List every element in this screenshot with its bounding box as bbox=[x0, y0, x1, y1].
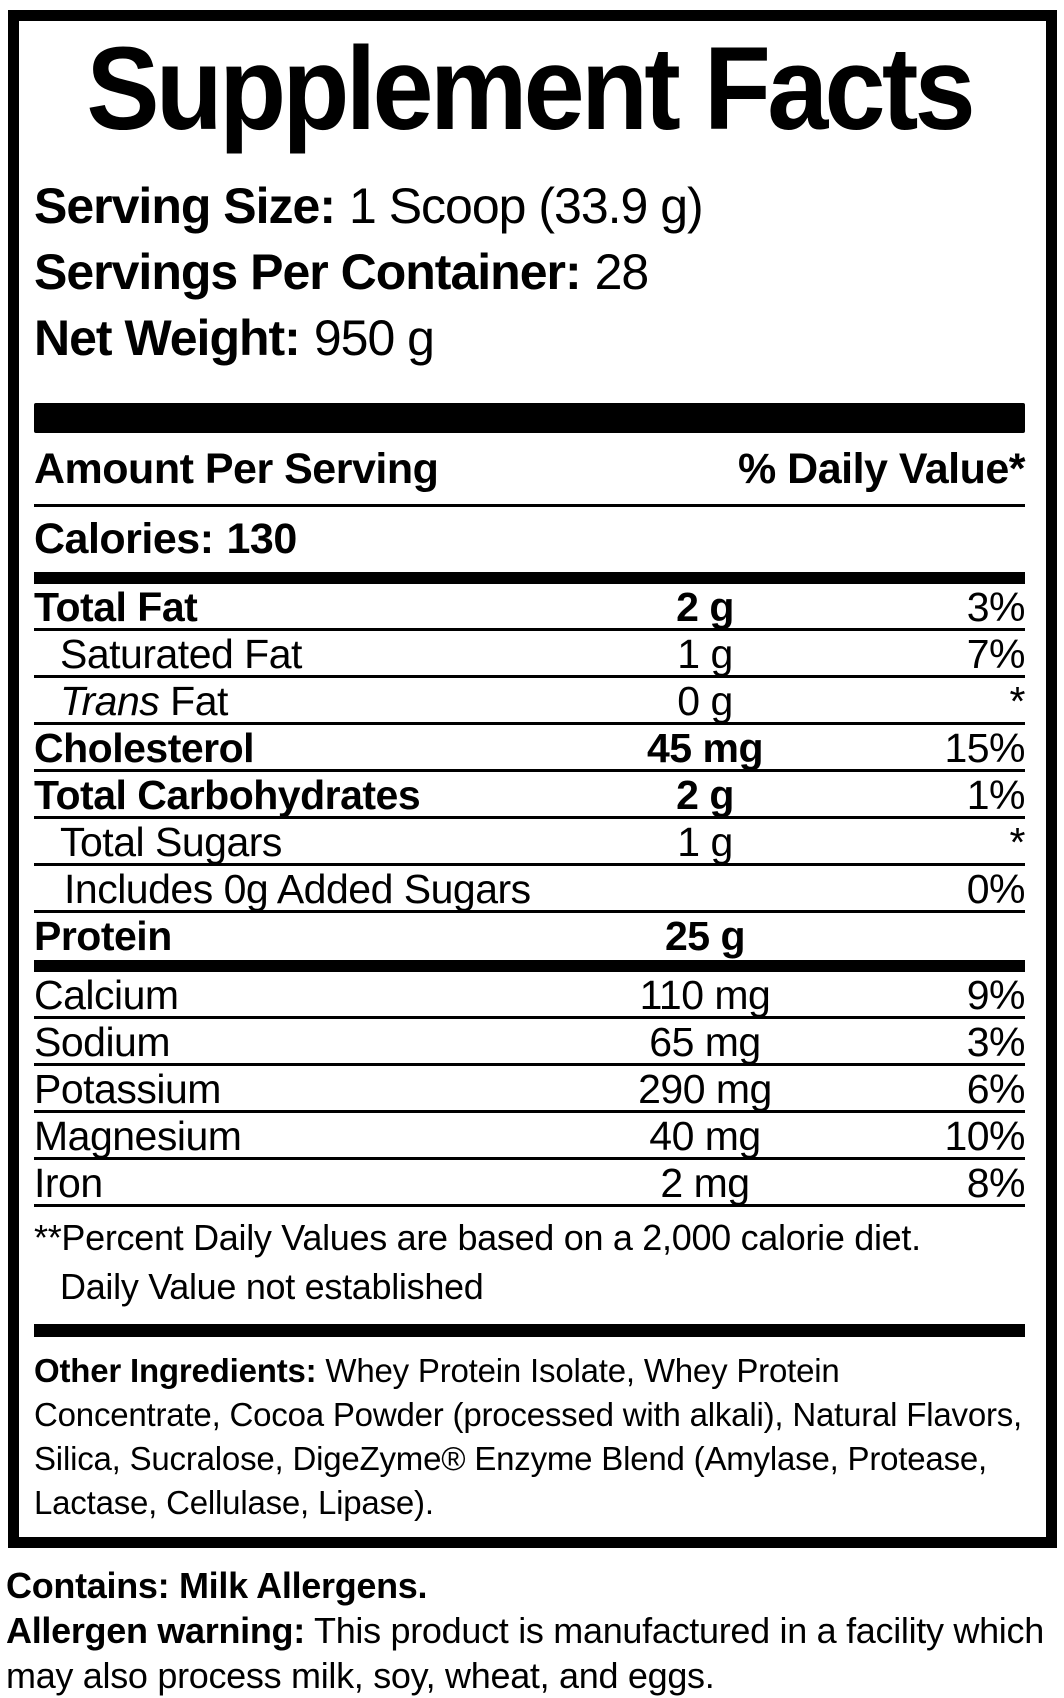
contains-statement: Contains: Milk Allergens. bbox=[6, 1565, 428, 1607]
table-row: Calcium 110 mg 9% bbox=[34, 972, 1026, 1020]
serving-line-value: 28 bbox=[594, 244, 650, 301]
header-divider-bar bbox=[34, 403, 1025, 434]
table-row: Trans Fat 0 g * bbox=[34, 678, 1026, 726]
serving-info: Serving Size: 1 Scoop (33.9 g) Servings Pe… bbox=[34, 173, 1025, 371]
calories-value: 130 bbox=[226, 515, 298, 564]
nutrient-daily-value: 1% bbox=[966, 772, 1026, 819]
calories-divider-bar bbox=[34, 572, 1025, 585]
other-ingredients: Other Ingredients: Whey Protein Isolate,… bbox=[34, 1349, 1025, 1525]
serving-line-value: 1 Scoop (33.9 g) bbox=[349, 178, 704, 235]
nutrient-name: Magnesium bbox=[34, 1113, 242, 1160]
amount-per-serving-header: Amount Per Serving bbox=[34, 445, 439, 494]
nutrient-name: Cholesterol bbox=[34, 725, 255, 772]
serving-line: Net Weight: 950 g bbox=[34, 305, 1025, 371]
nutrient-amount: 25 g bbox=[664, 913, 746, 960]
nutrient-amount: 1 g bbox=[677, 631, 733, 678]
panel-title-text: Supplement Facts bbox=[86, 23, 976, 155]
table-row: Magnesium 40 mg 10% bbox=[34, 1113, 1026, 1161]
nutrient-rows: Total Fat 2 g 3% Saturated Fat 1 g 7% Trans Fa… bbox=[34, 584, 1026, 1208]
footnotes: **Percent Daily Values are based on a 2,… bbox=[34, 1216, 1025, 1309]
serving-line-value: 950 g bbox=[313, 310, 435, 367]
nutrient-amount: 0 g bbox=[677, 678, 733, 725]
ingredients-divider-bar bbox=[34, 1324, 1025, 1338]
protein-divider-bar bbox=[34, 960, 1025, 973]
calories-row: Calories: 130 bbox=[34, 507, 1025, 572]
allergen-warning: Allergen warning: This product is manufa… bbox=[6, 1608, 1058, 1698]
nutrient-amount: 45 mg bbox=[647, 725, 764, 772]
nutrient-daily-value: 8% bbox=[966, 1160, 1026, 1207]
other-ingredients-label: Other Ingredients: bbox=[34, 1352, 317, 1390]
nutrient-name: Sodium bbox=[34, 1019, 171, 1066]
table-row: Potassium 290 mg 6% bbox=[34, 1066, 1026, 1114]
nutrient-name: Iron bbox=[34, 1160, 103, 1207]
nutrient-daily-value: 9% bbox=[966, 972, 1026, 1019]
nutrient-daily-value: 6% bbox=[966, 1066, 1026, 1113]
other-ingredients-text: Whey Protein Isolate, Whey Protein Conce… bbox=[34, 1352, 1023, 1522]
nutrient-name: Total Sugars bbox=[60, 819, 282, 866]
table-row: Saturated Fat 1 g 7% bbox=[34, 631, 1026, 679]
table-row: Iron 2 mg 8% bbox=[34, 1160, 1026, 1208]
table-header-row: Amount Per Serving % Daily Value* bbox=[34, 433, 1026, 508]
table-row: Total Sugars 1 g * bbox=[34, 819, 1026, 867]
serving-line-label: Serving Size: bbox=[34, 178, 336, 235]
nutrient-daily-value: 0% bbox=[966, 866, 1026, 913]
nutrient-amount: 110 mg bbox=[639, 972, 771, 1019]
nutrient-amount: 2 g bbox=[676, 584, 734, 631]
serving-line-label: Servings Per Container: bbox=[34, 244, 582, 301]
nutrient-daily-value: * bbox=[1009, 819, 1026, 866]
nutrient-daily-value: 3% bbox=[966, 584, 1026, 631]
panel-title: Supplement Facts bbox=[34, 23, 1025, 155]
nutrient-name: Calcium bbox=[34, 972, 179, 1019]
nutrient-name: Trans Fat bbox=[60, 678, 228, 725]
nutrient-name: Saturated Fat bbox=[60, 631, 302, 678]
allergen-warning-label: Allergen warning: bbox=[6, 1610, 305, 1652]
nutrient-daily-value: 7% bbox=[966, 631, 1026, 678]
nutrient-name: Total Carbohydrates bbox=[34, 772, 421, 819]
daily-value-header: % Daily Value* bbox=[738, 445, 1026, 494]
nutrient-amount: 2 mg bbox=[660, 1160, 750, 1207]
nutrient-name: Total Fat bbox=[34, 584, 198, 631]
calories-label: Calories: bbox=[34, 515, 214, 564]
serving-line: Servings Per Container: 28 bbox=[34, 239, 1025, 305]
table-row: Sodium 65 mg 3% bbox=[34, 1019, 1026, 1067]
nutrient-name: Potassium bbox=[34, 1066, 221, 1113]
nutrient-daily-value: 10% bbox=[944, 1113, 1025, 1160]
nutrient-name: Protein bbox=[34, 913, 172, 960]
nutrient-name: Includes 0g Added Sugars bbox=[64, 866, 531, 913]
nutrient-amount: 40 mg bbox=[649, 1113, 761, 1160]
nutrient-daily-value: * bbox=[1009, 678, 1026, 725]
footnote: **Percent Daily Values are based on a 2,… bbox=[34, 1217, 921, 1259]
serving-line-label: Net Weight: bbox=[34, 310, 301, 367]
nutrient-daily-value: 15% bbox=[944, 725, 1025, 772]
nutrient-amount: 1 g bbox=[677, 819, 733, 866]
supplement-facts-panel: Supplement Facts Serving Size: 1 Scoop (3… bbox=[8, 10, 1057, 1549]
table-row: Total Fat 2 g 3% bbox=[34, 584, 1026, 632]
nutrient-daily-value: 3% bbox=[966, 1019, 1026, 1066]
nutrient-amount: 290 mg bbox=[638, 1066, 772, 1113]
nutrient-amount: 2 g bbox=[676, 772, 734, 819]
footnote: Daily Value not established bbox=[60, 1266, 484, 1308]
serving-line: Serving Size: 1 Scoop (33.9 g) bbox=[34, 173, 1025, 239]
table-row: Total Carbohydrates 2 g 1% bbox=[34, 772, 1026, 820]
table-row: Cholesterol 45 mg 15% bbox=[34, 725, 1026, 773]
table-row: Protein 25 g bbox=[34, 913, 1025, 960]
nutrient-amount: 65 mg bbox=[649, 1019, 761, 1066]
table-row: Includes 0g Added Sugars 0% bbox=[34, 866, 1026, 914]
allergen-section: Contains: Milk Allergens. Allergen warni… bbox=[6, 1563, 1058, 1698]
